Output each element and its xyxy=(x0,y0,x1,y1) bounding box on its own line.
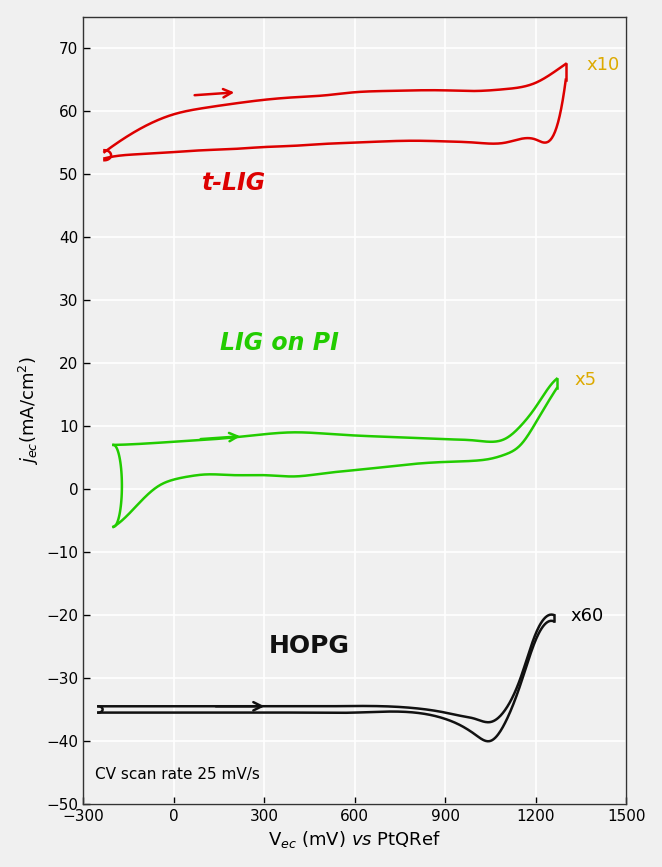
Text: LIG on PI: LIG on PI xyxy=(220,331,339,355)
Text: x10: x10 xyxy=(587,56,620,75)
Text: CV scan rate 25 mV/s: CV scan rate 25 mV/s xyxy=(95,766,260,782)
Text: t-LIG: t-LIG xyxy=(202,171,266,195)
Y-axis label: $j_{ec}$(mA/cm$^2$): $j_{ec}$(mA/cm$^2$) xyxy=(17,356,41,465)
Text: HOPG: HOPG xyxy=(269,634,350,658)
X-axis label: V$_{ec}$ (mV) $\it{vs}$ PtQRef: V$_{ec}$ (mV) $\it{vs}$ PtQRef xyxy=(268,830,441,851)
Text: x5: x5 xyxy=(575,371,597,389)
Text: x60: x60 xyxy=(570,607,604,625)
